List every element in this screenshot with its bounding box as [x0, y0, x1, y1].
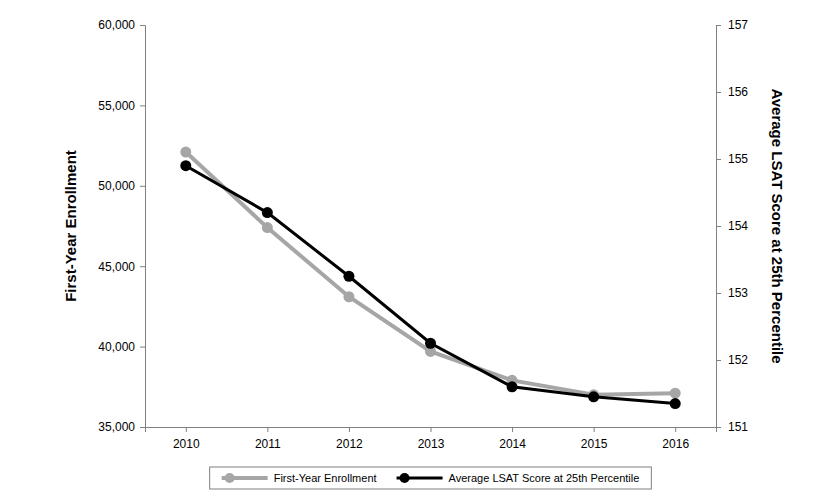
tick-label: 2013 [418, 437, 445, 451]
chart: 2010 2011 2012 2013 2014 2015 2016 35,000 40,000… [0, 0, 830, 500]
tick-label: 2012 [336, 437, 363, 451]
tick: 35,000 [98, 420, 145, 434]
tick: 2010 [173, 427, 200, 451]
tick-mark [716, 92, 721, 93]
legend-box [210, 467, 652, 489]
tick-mark [140, 105, 145, 106]
tick: 55,000 [98, 99, 145, 113]
tick: 154 [716, 219, 748, 233]
tick-label: 156 [728, 85, 748, 99]
tick-label: 154 [728, 219, 748, 233]
point [343, 291, 354, 302]
tick-label: 151 [728, 420, 748, 434]
y-axis: 35,000 40,000 45,000 50,000 55,000 60,000 [98, 18, 145, 434]
tick-label: 40,000 [98, 340, 135, 354]
y2-axis: 151 152 153 154 155 156 157 [716, 18, 748, 434]
tick: 157 [716, 18, 748, 32]
tick-label: 155 [728, 152, 748, 166]
axis-line [717, 26, 722, 428]
tick-mark [431, 427, 432, 432]
tick-label: 55,000 [98, 99, 135, 113]
tick: 156 [716, 85, 748, 99]
tick: 2014 [499, 427, 526, 451]
point [343, 271, 354, 282]
plot-area [180, 147, 680, 410]
tick-mark [349, 427, 350, 432]
tick: 40,000 [98, 340, 145, 354]
legend: First-Year Enrollment Average LSAT Score … [210, 467, 652, 489]
tick: 2013 [418, 427, 445, 451]
tick-label: 45,000 [98, 260, 135, 274]
point [180, 160, 191, 171]
legend-label: First-Year Enrollment [274, 472, 377, 484]
tick-label: 35,000 [98, 420, 135, 434]
tick-label: 2011 [255, 437, 281, 451]
tick-mark [594, 427, 595, 432]
tick: 2015 [581, 427, 608, 451]
tick-label: 2016 [662, 437, 689, 451]
legend-marker [225, 473, 235, 483]
y2-axis-title: Average LSAT Score at 25th Percentile [769, 88, 786, 363]
tick-mark [140, 25, 145, 26]
legend-marker [400, 473, 410, 483]
point [425, 338, 436, 349]
tick-label: 60,000 [98, 18, 135, 32]
tick: 153 [716, 286, 748, 300]
tick: 50,000 [98, 179, 145, 193]
tick-label: 2014 [499, 437, 526, 451]
point [588, 391, 599, 402]
tick-mark [140, 186, 145, 187]
tick-mark [186, 427, 187, 432]
tick: 151 [716, 420, 748, 434]
tick-mark [716, 226, 721, 227]
legend-item: Average LSAT Score at 25th Percentile [397, 472, 640, 484]
y-axis-title: First-Year Enrollment [62, 150, 79, 302]
tick-label: 2015 [581, 437, 608, 451]
tick-label: 157 [728, 18, 748, 32]
point [670, 388, 681, 399]
axis-line [146, 428, 717, 433]
line [186, 152, 675, 395]
point [262, 207, 273, 218]
tick: 60,000 [98, 18, 145, 32]
tick-label: 50,000 [98, 179, 135, 193]
tick-mark [267, 427, 268, 432]
tick-mark [140, 347, 145, 348]
tick-mark [716, 25, 721, 26]
tick: 152 [716, 353, 748, 367]
tick-label: 2010 [173, 437, 200, 451]
tick-mark [716, 159, 721, 160]
tick-label: 152 [728, 353, 748, 367]
tick-mark [675, 427, 676, 432]
x-axis: 2010 2011 2012 2013 2014 2015 2016 [146, 427, 717, 451]
line [186, 166, 675, 404]
legend-label: Average LSAT Score at 25th Percentile [449, 472, 640, 484]
tick-label: 153 [728, 286, 748, 300]
axis-line [140, 26, 146, 428]
point [507, 381, 518, 392]
tick-mark [140, 427, 145, 428]
point [262, 222, 273, 233]
tick: 2016 [662, 427, 689, 451]
tick-mark [716, 360, 721, 361]
tick: 155 [716, 152, 748, 166]
legend-item: First-Year Enrollment [222, 472, 377, 484]
tick-mark [716, 293, 721, 294]
tick: 2012 [336, 427, 363, 451]
tick-mark [716, 427, 721, 428]
tick: 2011 [255, 427, 281, 451]
point [180, 147, 191, 158]
tick: 45,000 [98, 260, 145, 274]
tick-mark [140, 266, 145, 267]
tick-mark [512, 427, 513, 432]
point [670, 398, 681, 409]
